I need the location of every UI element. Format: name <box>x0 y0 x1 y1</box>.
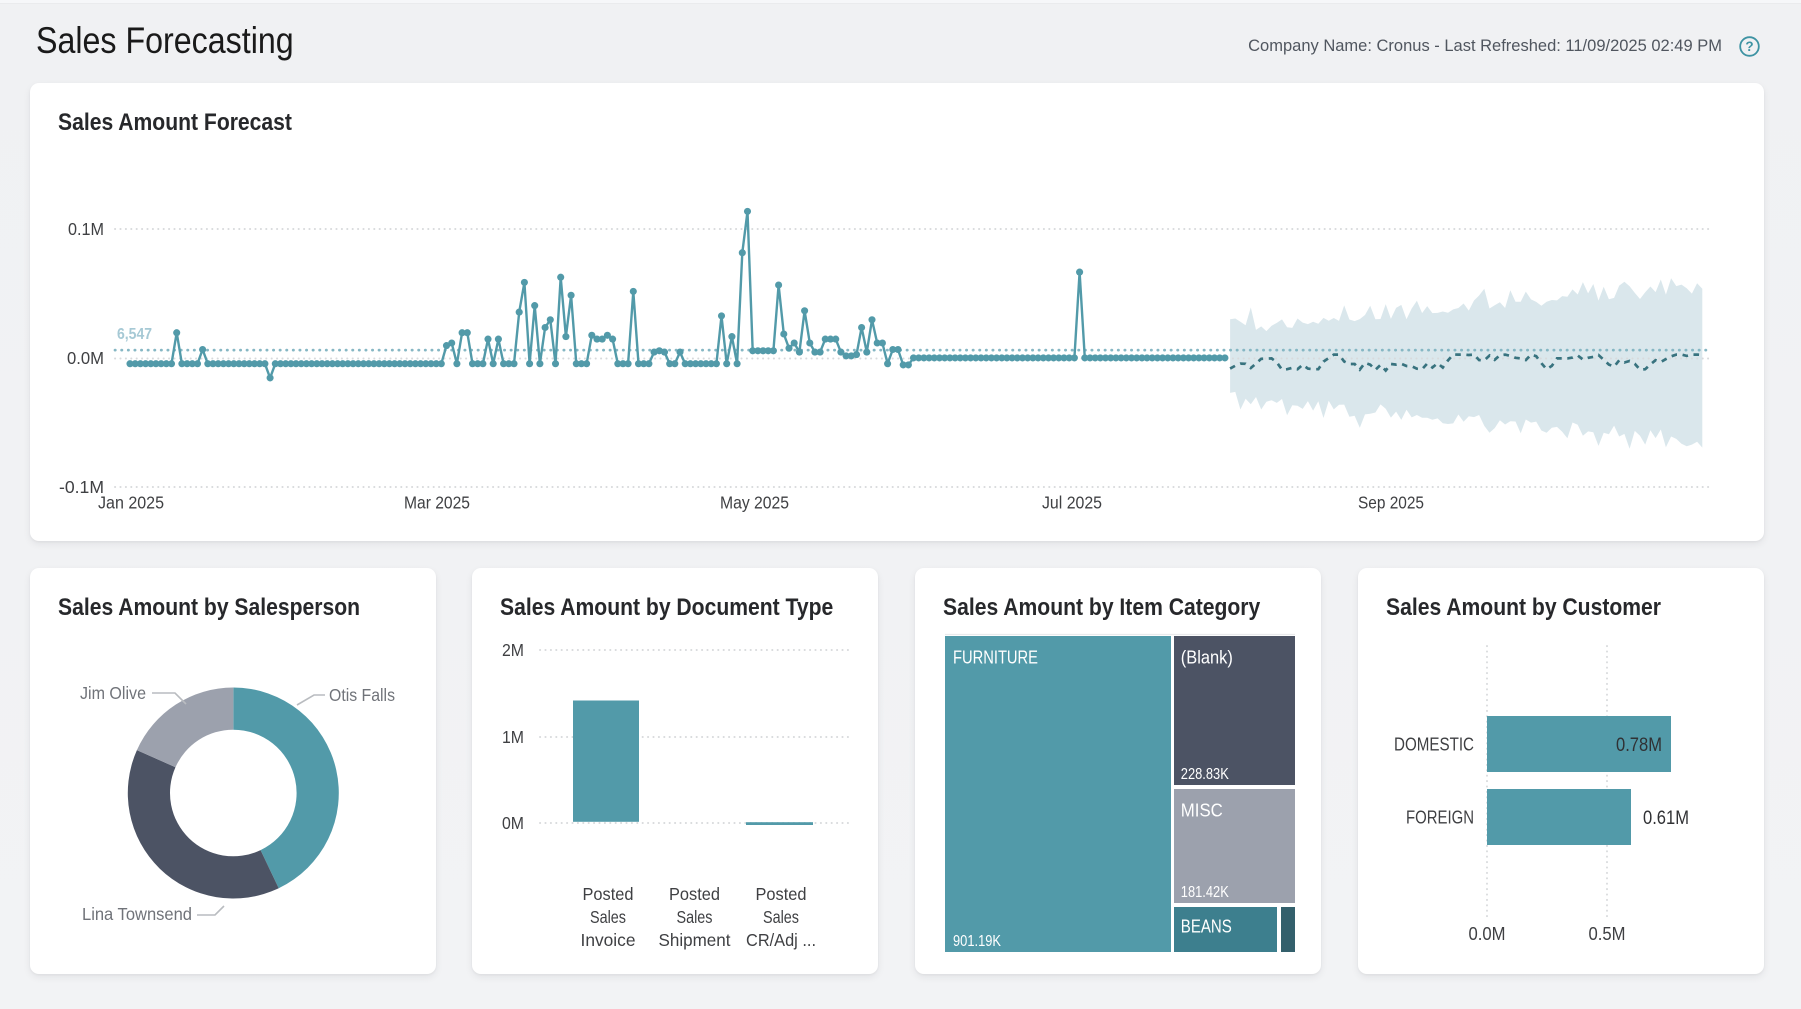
svg-text:Shipment: Shipment <box>659 930 731 950</box>
svg-text:1M: 1M <box>502 727 524 747</box>
svg-text:MISC: MISC <box>1181 801 1223 821</box>
svg-text:Sep 2025: Sep 2025 <box>1358 493 1424 513</box>
svg-text:Posted: Posted <box>583 884 634 904</box>
svg-text:Jim Olive: Jim Olive <box>80 683 146 703</box>
svg-text:BEANS: BEANS <box>1181 917 1232 937</box>
svg-text:0.0M: 0.0M <box>67 348 104 368</box>
svg-text:May 2025: May 2025 <box>720 493 789 513</box>
svg-text:CR/Adj ...: CR/Adj ... <box>746 930 816 950</box>
svg-text:0.1M: 0.1M <box>68 219 104 239</box>
svg-text:0.78M: 0.78M <box>1616 734 1662 756</box>
svg-text:Posted: Posted <box>756 884 807 904</box>
svg-text:2M: 2M <box>502 640 524 660</box>
svg-text:0.61M: 0.61M <box>1643 807 1689 829</box>
svg-text:FOREIGN: FOREIGN <box>1406 808 1474 828</box>
svg-text:Posted: Posted <box>669 884 720 904</box>
svg-text:?: ? <box>1745 39 1753 54</box>
svg-text:Jan 2025: Jan 2025 <box>98 493 164 513</box>
svg-text:0.5M: 0.5M <box>1589 923 1626 944</box>
svg-text:Sales: Sales <box>590 907 626 927</box>
svg-text:Sales: Sales <box>677 907 713 927</box>
svg-text:(Blank): (Blank) <box>1181 648 1233 668</box>
svg-text:-0.1M: -0.1M <box>59 477 104 497</box>
svg-text:Invoice: Invoice <box>581 930 636 950</box>
svg-text:Jul 2025: Jul 2025 <box>1042 493 1102 513</box>
svg-text:Mar 2025: Mar 2025 <box>404 493 470 513</box>
svg-text:0.0M: 0.0M <box>1469 923 1506 944</box>
svg-text:901.19K: 901.19K <box>953 933 1002 950</box>
svg-text:6,547: 6,547 <box>117 326 152 343</box>
svg-text:FURNITURE: FURNITURE <box>953 648 1038 668</box>
svg-text:0M: 0M <box>502 813 524 833</box>
svg-text:DOMESTIC: DOMESTIC <box>1394 735 1474 755</box>
svg-text:181.42K: 181.42K <box>1181 884 1230 901</box>
svg-text:Otis Falls: Otis Falls <box>329 685 395 705</box>
svg-text:Lina Townsend: Lina Townsend <box>82 904 192 924</box>
svg-text:228.83K: 228.83K <box>1181 766 1230 783</box>
svg-text:Sales: Sales <box>763 907 799 927</box>
